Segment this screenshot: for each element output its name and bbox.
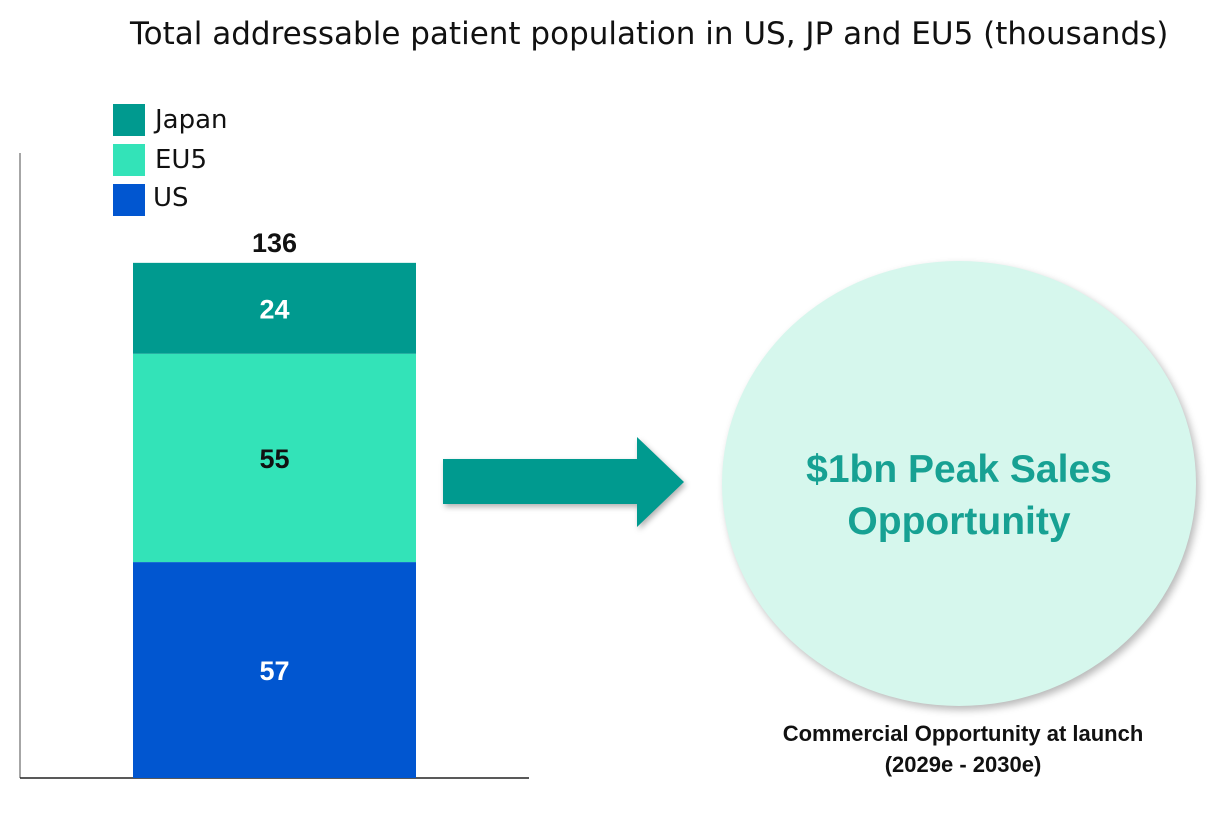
chart-title: Total addressable patient population in … [130,16,1169,52]
legend-swatch-japan [113,104,145,136]
peak-sales-text: $1bn Peak Sales Opportunity [806,448,1112,543]
data-label-us: 57 [259,656,289,686]
total-label: 136 [252,228,297,258]
bar-segment-japan [133,262,416,354]
legend-label-eu5: EU5 [155,145,207,175]
bar-segment-eu5 [133,353,416,563]
commercial-opportunity-caption: Commercial Opportunity at launch (2029e … [782,721,1144,777]
legend-label-japan: Japan [155,105,228,135]
legend-item-japan: Japan [113,104,313,136]
bar-segment-us [133,562,416,778]
legend-swatch-us [113,184,145,216]
legend-item-eu5: EU5 [113,144,313,176]
arrow-shape [443,437,684,527]
legend-item-us: US [113,183,313,216]
data-label-eu5: 55 [259,444,289,474]
data-label-japan: 24 [259,294,289,324]
opportunity-circle [722,261,1196,706]
legend-label-us: US [153,183,189,213]
legend-swatch-eu5 [113,144,145,176]
stacked-bar: 57 55 24 136 [133,228,416,778]
